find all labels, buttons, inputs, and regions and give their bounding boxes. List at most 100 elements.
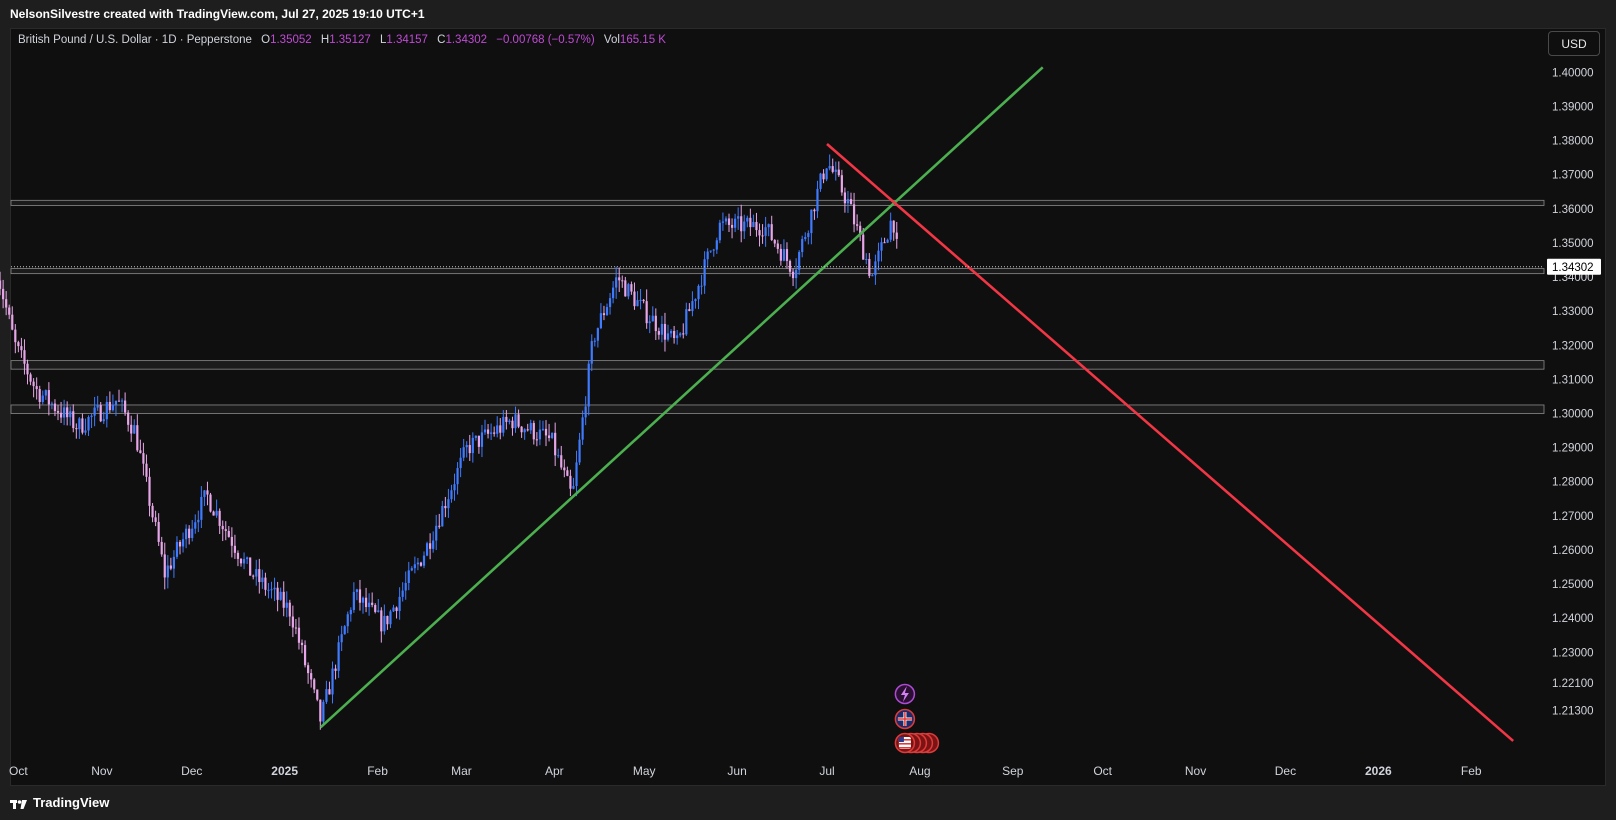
candle-body [294,627,298,629]
x-tick-label: Oct [1093,764,1112,778]
high-label: H [320,34,330,46]
candle-body [633,291,636,307]
candle-body [727,218,731,225]
candle-body [465,445,468,448]
candle-body [337,642,340,671]
candle-body [398,596,401,612]
candle-body [377,610,380,612]
candle-body [752,221,755,228]
candle-body [520,426,523,433]
candle-body [621,280,624,282]
candle-body [691,301,694,312]
candle-body [230,536,233,546]
candle-body [856,224,859,226]
candle-body [358,589,362,603]
candle-body [822,173,825,180]
y-tick-label: 1.39000 [1552,102,1594,114]
y-tick-label: 1.32000 [1552,340,1594,352]
footer-brand[interactable]: TradingView [33,795,110,810]
candle-body [319,699,322,722]
candle-body [776,243,779,249]
price-axis: 1.40000 1.39000 1.38000 1.37000 1.36000 1.350… [1547,67,1601,717]
candle-body [523,429,526,433]
candle-body [590,341,593,364]
candle-body [8,307,11,315]
y-tick-label: 1.31000 [1552,374,1594,386]
y-tick-label: 1.30000 [1552,409,1594,421]
candle-body [502,416,505,433]
symbol-title[interactable]: British Pound / U.S. Dollar · 1D · Peppe… [18,34,252,46]
candle-body [474,435,477,438]
candle-body [142,453,145,464]
candle-body [197,519,200,523]
candle-body [255,569,258,577]
candle-body [127,412,130,425]
symbol-legend: British Pound / U.S. Dollar · 1D · Peppe… [18,34,666,50]
high-value: 1.35127 [329,34,371,46]
candle-body [551,432,554,438]
candle-body [53,403,57,412]
candle-body [297,627,301,643]
candle-body [84,430,87,433]
candle-body [868,258,871,276]
candle-body [429,543,432,549]
candle-body [172,556,176,569]
y-tick-label: 1.26000 [1552,545,1594,557]
x-tick-label: Dec [1275,764,1296,778]
candle-body [828,166,831,169]
candle-body [56,411,60,413]
candle-body [642,299,645,302]
resistance-trendline [826,143,1515,742]
candle-body [874,261,877,276]
candle-body [871,275,874,277]
candle-body [615,277,618,288]
candle-body [99,404,102,422]
candle-body [679,333,682,336]
candle-body [413,564,416,569]
candle-body [26,363,29,375]
candle-body [557,455,560,457]
candle-body [819,173,822,189]
candle-body [374,604,377,612]
uk-flag-event-icon [894,708,916,730]
candle-body [700,285,703,287]
candle-body [651,315,654,322]
y-tick-label: 1.23000 [1552,647,1594,659]
y-tick-label: 1.38000 [1552,136,1594,148]
candle-body [395,607,398,612]
candle-body [239,558,243,564]
candle-body [563,467,566,471]
candle-body [694,299,697,302]
candle-body [203,490,206,497]
last-price-tag-label: 1.34302 [1552,262,1594,274]
candle-body [480,432,484,447]
candle-body [334,668,337,671]
candle-body [493,432,496,434]
candle-body [343,626,346,635]
candle-body [673,330,676,339]
candle-body [2,288,5,300]
y-tick-label: 1.27000 [1552,511,1594,523]
candle-body [859,225,862,235]
candle-body [383,615,386,632]
candle-body [72,411,75,429]
candle-body [236,552,240,559]
x-tick-label: Apr [545,764,564,778]
candle-body [20,346,23,351]
candle-body [151,505,154,518]
candle-body [407,570,410,583]
candle-body [102,419,105,422]
y-tick-label: 1.25000 [1552,579,1594,591]
us-flag-event-icon [894,732,940,754]
candle-body [66,407,69,418]
candle-body [624,280,627,297]
candle-body [773,239,776,244]
volume-label: Vol [603,34,620,46]
candle-body [697,285,700,300]
sr-zone [10,404,1545,414]
candle-body [322,701,325,722]
currency-button[interactable]: USD [1548,31,1600,56]
candle-body [676,335,679,339]
tradingview-logo-icon[interactable] [10,786,28,820]
